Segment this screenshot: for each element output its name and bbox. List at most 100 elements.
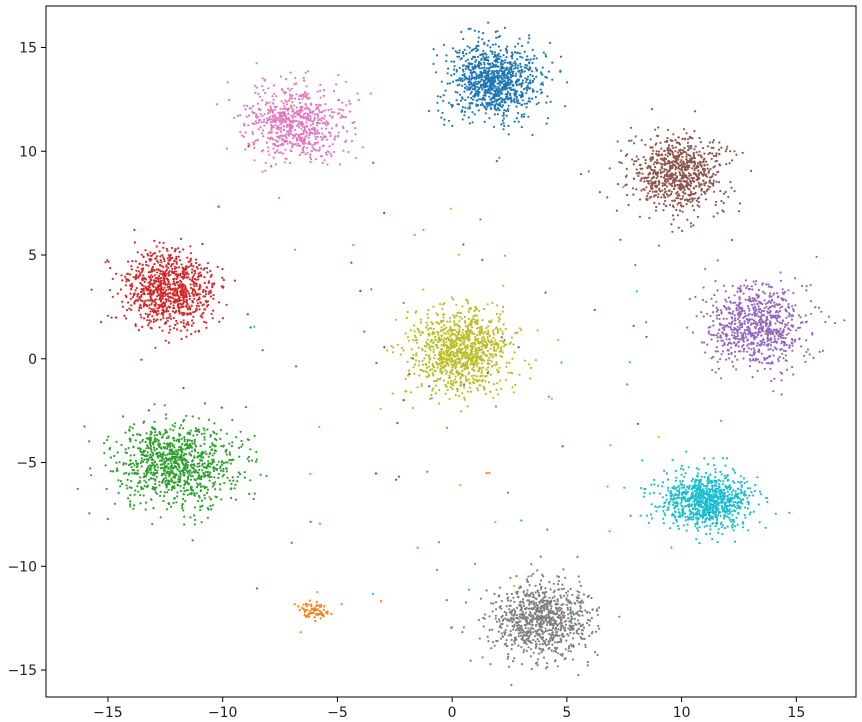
data-point	[511, 83, 514, 87]
data-point	[746, 285, 749, 288]
data-point	[698, 177, 701, 180]
data-point	[130, 287, 133, 291]
data-point	[177, 287, 180, 290]
data-point	[484, 392, 487, 395]
data-point	[487, 333, 490, 336]
data-point	[487, 87, 491, 90]
data-point	[161, 329, 164, 332]
data-point	[732, 329, 736, 332]
data-point	[728, 322, 731, 325]
data-point	[727, 325, 730, 328]
data-point	[781, 319, 785, 322]
data-point	[770, 344, 773, 347]
data-point	[528, 69, 531, 72]
data-point	[655, 190, 658, 193]
data-point	[170, 265, 173, 268]
data-point	[475, 357, 479, 360]
data-point	[254, 120, 257, 123]
data-point	[485, 326, 488, 330]
data-point	[475, 380, 479, 383]
data-point	[422, 288, 425, 291]
data-point	[448, 376, 451, 379]
data-point	[526, 102, 529, 105]
data-point	[512, 70, 515, 73]
data-point	[140, 270, 143, 274]
data-point	[686, 326, 689, 329]
data-point	[190, 262, 193, 265]
data-point	[496, 328, 499, 331]
data-point	[708, 179, 712, 182]
data-point	[192, 274, 195, 277]
data-point	[478, 87, 481, 90]
data-point	[701, 161, 704, 164]
data-point	[290, 142, 294, 145]
data-point	[692, 165, 695, 168]
data-point	[770, 286, 773, 289]
data-point	[752, 341, 755, 344]
data-point	[500, 77, 503, 80]
data-point	[517, 112, 520, 115]
data-point	[743, 347, 746, 350]
data-point	[664, 183, 667, 187]
data-point	[261, 132, 264, 135]
data-point	[149, 251, 152, 254]
data-point	[504, 85, 507, 88]
data-point	[321, 132, 324, 135]
data-point	[773, 377, 776, 380]
data-point	[721, 209, 724, 212]
data-point	[752, 353, 756, 356]
data-point	[307, 70, 310, 73]
data-point	[152, 285, 155, 288]
data-point	[805, 289, 808, 292]
data-point	[141, 263, 144, 266]
data-point	[443, 118, 446, 121]
data-point	[300, 136, 303, 139]
data-point	[248, 107, 251, 110]
data-point	[472, 377, 475, 380]
data-point	[441, 307, 444, 310]
data-point	[314, 138, 318, 141]
data-point	[148, 304, 151, 307]
data-point	[225, 147, 228, 150]
data-point	[709, 168, 712, 171]
data-point	[275, 95, 278, 98]
data-point	[144, 287, 147, 290]
data-point	[616, 183, 620, 186]
data-point	[530, 70, 534, 73]
data-point	[501, 114, 504, 117]
data-point	[727, 195, 730, 199]
data-point	[480, 358, 483, 361]
data-point	[173, 270, 176, 273]
data-point	[217, 301, 221, 304]
data-point	[712, 215, 715, 218]
data-point	[172, 282, 175, 285]
data-point	[178, 250, 181, 254]
data-point	[635, 172, 639, 175]
data-point	[203, 295, 206, 298]
data-point	[179, 302, 182, 305]
data-point	[784, 323, 787, 326]
data-point	[485, 53, 488, 56]
data-point	[209, 289, 212, 292]
data-point	[495, 354, 498, 357]
data-point	[307, 113, 310, 116]
data-point	[417, 346, 420, 349]
data-point	[676, 156, 679, 159]
data-point	[479, 341, 483, 344]
data-point	[200, 267, 203, 270]
data-point	[455, 380, 458, 383]
data-point	[309, 131, 312, 134]
data-point	[150, 302, 153, 306]
data-point	[525, 58, 528, 62]
data-point	[693, 197, 696, 200]
data-point	[526, 75, 530, 78]
data-point	[672, 133, 675, 136]
data-point	[151, 265, 154, 268]
data-point	[679, 164, 682, 167]
data-point	[434, 392, 438, 395]
data-point	[496, 369, 499, 372]
data-point	[154, 303, 157, 306]
data-point	[184, 291, 187, 294]
data-point	[487, 381, 491, 384]
